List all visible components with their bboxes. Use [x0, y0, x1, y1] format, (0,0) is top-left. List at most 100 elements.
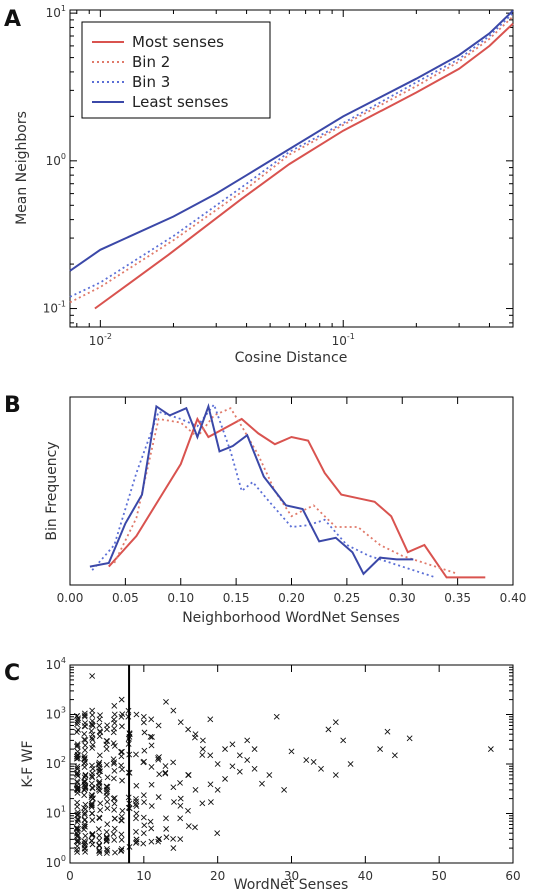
panel-c-cloud-marker — [74, 717, 81, 723]
panel-c-point — [199, 746, 206, 753]
panel-c-point — [236, 752, 243, 759]
panel-c-cloud-marker — [89, 731, 96, 738]
panel-c-cloud-marker — [170, 784, 177, 791]
panel-c-cloud-marker — [96, 764, 102, 771]
panel-c-point — [332, 772, 339, 778]
panel-c-cloud-marker — [162, 770, 169, 777]
panel-c-cloud-marker — [162, 763, 169, 769]
panel-c-point — [244, 737, 251, 744]
panel-c-cloud-marker — [73, 838, 80, 845]
panel-c-cloud-marker — [148, 803, 155, 809]
panel-c-point — [214, 761, 221, 767]
panel-c-cloud-marker — [133, 838, 140, 845]
panel-c-points — [73, 665, 494, 863]
panel-c-cloud-marker — [95, 826, 102, 833]
panel-b-xtick-label: 0.20 — [278, 591, 305, 605]
panel-c-ytick-label: 101 — [46, 805, 66, 821]
panel-b-series-0 — [108, 416, 486, 579]
panel-c-cloud-marker — [162, 769, 169, 776]
panel-c-cloud-marker — [74, 748, 81, 755]
legend-label-0: Most senses — [132, 33, 224, 51]
panel-c-point — [377, 746, 384, 753]
panel-b-xtick-label: 0.00 — [57, 591, 84, 605]
panel-c-ytick-label: 104 — [46, 656, 66, 672]
panel-c-cloud-marker — [156, 754, 162, 760]
panel-c-cloud-marker — [140, 814, 147, 821]
panel-c-cloud-marker — [177, 779, 183, 786]
panel-c-point — [391, 752, 398, 759]
panel-c-cloud-marker — [96, 842, 103, 848]
panel-c-cloud-marker — [96, 847, 103, 854]
panel-a-series-1 — [69, 15, 514, 304]
panel-c-point — [148, 716, 155, 723]
panel-c-cloud-marker — [141, 747, 148, 754]
panel-c-point — [207, 716, 214, 723]
panel-c-cloud-marker — [148, 781, 155, 788]
panel-c-cloud-marker — [96, 752, 103, 759]
panel-c-cloud-marker — [111, 837, 118, 843]
panel-b-series — [89, 402, 486, 579]
panel-c-cloud-marker — [141, 758, 147, 765]
panel-a-ytick-label-base: 10 — [46, 6, 61, 20]
panel-c-cloud-marker — [82, 723, 89, 730]
panel-c-cloud-marker — [89, 712, 96, 718]
panel-c-cloud-marker — [118, 753, 125, 760]
panel-c-cloud-marker — [104, 798, 111, 805]
panel-c-ytick-label-exp: 1 — [61, 805, 66, 814]
panel-c-cloud-marker — [103, 835, 110, 842]
panel-c-cloud-marker — [74, 787, 81, 794]
panel-c-cloud-marker — [214, 830, 221, 837]
panel-c-ytick-label: 103 — [46, 706, 66, 722]
panel-c-cloud-marker — [111, 760, 117, 767]
panel-c-cloud-marker — [171, 799, 177, 805]
panel-c-ytick-label-base: 10 — [46, 856, 61, 870]
panel-c-point — [133, 711, 140, 718]
panel-c-cloud-marker — [103, 746, 110, 752]
panel-c-cloud-marker — [133, 828, 139, 835]
panel-c-cloud-marker — [104, 738, 111, 745]
panel-c-cloud-marker — [89, 770, 96, 777]
panel-c-cloud-marker — [111, 825, 118, 832]
panel-b-xlabel: Neighborhood WordNet Senses — [182, 610, 400, 626]
panel-c-cloud-marker — [110, 795, 117, 802]
panel-c-cloud-marker — [82, 737, 89, 744]
panel-c-point — [244, 757, 251, 763]
panel-c-cloud-marker — [103, 741, 110, 748]
panel-c-point — [163, 698, 169, 705]
panel-c-ytick-label-base: 10 — [46, 807, 61, 821]
panel-c-cloud-marker — [199, 800, 206, 807]
panel-c-cloud-marker — [89, 736, 96, 743]
panel-c-cloud-marker — [75, 838, 81, 845]
panel-c-cloud-marker — [88, 837, 95, 844]
panel-c-ytick-label: 100 — [46, 854, 66, 870]
panel-c-point — [303, 757, 310, 763]
panel-c-point — [170, 707, 177, 714]
panel-c-ytick-label-exp: 4 — [61, 656, 66, 665]
panel-c-cloud-marker — [74, 819, 81, 826]
panel-c-point — [384, 728, 391, 735]
panel-c-point — [281, 786, 288, 793]
panel-c-cloud-marker — [96, 788, 103, 794]
panel-c-cloud-marker — [148, 764, 155, 770]
legend-label-1: Bin 2 — [132, 53, 170, 71]
panel-c-point — [140, 713, 147, 720]
panel-c-cloud-marker — [89, 831, 96, 838]
panel-a-ytick-label: 10-1 — [43, 300, 66, 316]
panel-c-point — [192, 731, 199, 738]
panel-c-cloud-marker — [81, 792, 88, 799]
panel-c-point — [214, 786, 221, 793]
panel-c-cloud-marker — [133, 795, 139, 802]
panel-a-series-3 — [69, 9, 514, 272]
panel-c-cloud-marker — [133, 782, 140, 789]
panel-c-cloud-marker — [104, 786, 110, 793]
panel-c-cloud-marker — [89, 722, 96, 729]
panel-c-point — [185, 726, 192, 733]
panel-c-cloud-marker — [103, 829, 110, 835]
panel-c-xtick-label: 10 — [136, 869, 151, 883]
panel-c-point — [406, 735, 413, 742]
panel-c-cloud-marker — [74, 763, 81, 770]
panel-a-xtick-label-exp: -1 — [347, 332, 355, 341]
panel-c-point — [118, 696, 125, 703]
panel-c-cloud-marker — [207, 799, 214, 805]
